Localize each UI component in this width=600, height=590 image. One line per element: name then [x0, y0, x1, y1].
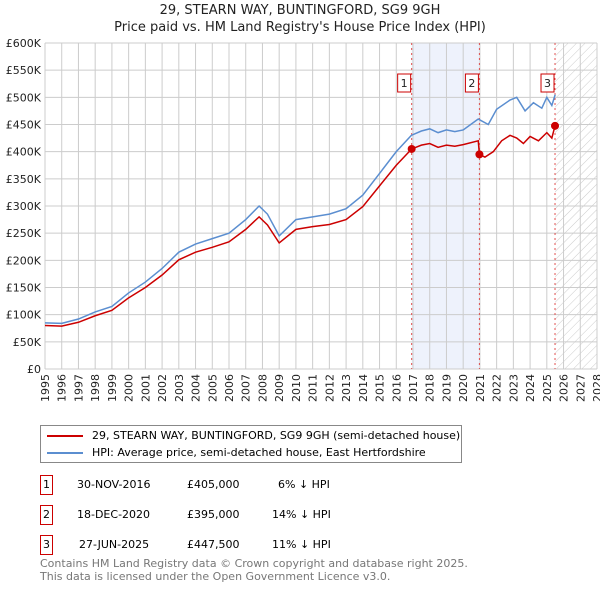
x-tick-label: 2010 — [290, 374, 303, 402]
sale-point — [475, 150, 484, 159]
chart-title: 29, STEARN WAY, BUNTINGFORD, SG9 9GH — [159, 3, 441, 18]
x-tick-label: 2014 — [357, 374, 370, 402]
sale-point — [407, 144, 416, 153]
sale-label: 1 — [401, 77, 408, 90]
x-tick-label: 1999 — [106, 374, 119, 402]
sale-hpi-diff: 11% ↓ HPI — [272, 538, 331, 551]
sale-date: 30-NOV-2016 — [77, 478, 151, 491]
y-tick-label: £250K — [6, 227, 42, 240]
x-tick-label: 2015 — [374, 374, 387, 402]
sale-hpi-diff: 14% ↓ HPI — [272, 508, 331, 521]
x-tick-label: 2005 — [206, 374, 219, 402]
sale-hpi-diff: 6% ↓ HPI — [278, 478, 330, 491]
chart-subtitle: Price paid vs. HM Land Registry's House … — [114, 20, 486, 35]
footer-line: Contains HM Land Registry data © Crown c… — [40, 557, 468, 570]
legend-blue-swatch — [47, 451, 83, 454]
sale-price: £395,000 — [187, 508, 240, 521]
x-tick-label: 1997 — [72, 374, 85, 402]
y-tick-label: £300K — [6, 200, 42, 213]
x-tick-label: 2021 — [474, 374, 487, 402]
sale-label: 2 — [468, 77, 475, 90]
hpi-line — [44, 94, 556, 325]
x-tick-label: 2003 — [173, 374, 186, 402]
y-tick-label: £50K — [13, 336, 42, 349]
sale-point — [551, 121, 560, 130]
sale-marker-box: 2 — [40, 505, 53, 525]
x-tick-label: 2028 — [591, 374, 600, 402]
x-tick-label: 2018 — [424, 374, 437, 402]
sale-marker-box: 1 — [40, 475, 53, 495]
x-tick-label: 2011 — [307, 374, 320, 402]
sale-price: £447,500 — [187, 538, 240, 551]
legend-red-label: 29, STEARN WAY, BUNTINGFORD, SG9 9GH (se… — [92, 429, 461, 442]
sale-label-box — [540, 73, 555, 93]
footer-line: This data is licensed under the Open Gov… — [40, 570, 391, 583]
x-tick-label: 2027 — [574, 374, 587, 402]
x-tick-label: 1995 — [39, 374, 52, 402]
x-tick-label: 1996 — [56, 374, 69, 402]
x-tick-label: 2008 — [256, 374, 269, 402]
x-tick-label: 2012 — [323, 374, 336, 402]
legend: 29, STEARN WAY, BUNTINGFORD, SG9 9GH (se… — [40, 425, 462, 463]
x-tick-label: 2001 — [139, 374, 152, 402]
y-tick-label: £200K — [6, 254, 42, 267]
x-tick-label: 2013 — [340, 374, 353, 402]
sale-marker-box: 3 — [40, 535, 53, 555]
y-tick-label: £350K — [6, 173, 42, 186]
y-tick-label: £550K — [6, 64, 42, 77]
sale-date: 18-DEC-2020 — [77, 508, 151, 521]
y-tick-label: £400K — [6, 146, 42, 159]
x-tick-label: 1998 — [89, 374, 102, 402]
x-tick-label: 2026 — [558, 374, 571, 402]
x-tick-label: 2022 — [491, 374, 504, 402]
y-tick-label: £500K — [6, 91, 42, 104]
x-tick-label: 2007 — [240, 374, 253, 402]
x-tick-label: 2006 — [223, 374, 236, 402]
x-tick-label: 2009 — [273, 374, 286, 402]
x-tick-label: 2023 — [507, 374, 520, 402]
chart: 1995 1996 1997 1998 1999 2000 2001 2002 2003 2004… — [6, 37, 600, 402]
x-tick-label: 2019 — [440, 374, 453, 402]
legend-red-swatch — [47, 434, 83, 437]
legend-blue-label: HPI: Average price, semi-detached house,… — [92, 446, 426, 459]
x-tick-label: 2017 — [407, 374, 420, 402]
y-tick-label: £600K — [6, 37, 42, 50]
y-tick-label: £150K — [6, 282, 42, 295]
sale-label-box — [397, 73, 412, 93]
sale-price: £405,000 — [187, 478, 240, 491]
sale-label-box — [464, 73, 479, 93]
x-tick-label: 2000 — [123, 374, 136, 402]
y-tick-label: £450K — [6, 119, 42, 132]
y-tick-label: £100K — [6, 309, 42, 322]
y-tick-label: £0 — [27, 363, 41, 376]
x-tick-label: 2004 — [190, 374, 203, 402]
x-tick-label: 2002 — [156, 374, 169, 402]
price-paid-line — [44, 125, 556, 327]
x-tick-label: 2020 — [457, 374, 470, 402]
footer: Contains HM Land Registry data © Crown c… — [40, 557, 468, 583]
x-tick-label: 2024 — [524, 374, 537, 402]
x-tick-label: 2025 — [541, 374, 554, 402]
x-tick-label: 2016 — [390, 374, 403, 402]
sale-label: 3 — [544, 77, 551, 90]
sale-date: 27-JUN-2025 — [79, 538, 150, 551]
